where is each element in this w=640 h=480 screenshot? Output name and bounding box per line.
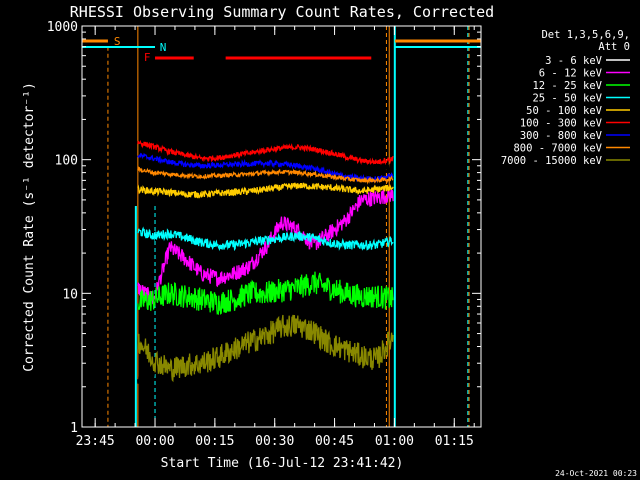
chart-annotations: S NF [114,35,167,64]
legend-entry-label: 100 - 300 keV [520,118,603,130]
instrument-state-lines [82,26,481,427]
series-line-3 [137,226,394,252]
series-layer [137,139,394,385]
legend-entry-label: 25 - 50 keV [532,93,602,105]
x-tick-label: 00:00 [135,434,174,449]
x-tick-label: 01:00 [375,434,414,449]
series-line-5 [137,139,394,166]
x-axis-ticks: 23:45 00:00 00:15 00:30 00:45 01:00 01:15 [76,26,475,449]
y-axis-label: Corrected Count Rate (s⁻¹ detector⁻¹) [22,82,37,372]
series-line-1 [137,187,394,305]
x-tick-label: 00:30 [255,434,294,449]
x-tick-label: 00:15 [195,434,234,449]
series-line-7 [137,166,394,185]
plot-area [82,26,481,427]
legend-entry-label: 6 - 12 keV [539,68,603,80]
series-line-6 [137,152,394,183]
legend-header: Det 1,3,5,6,9, [541,29,630,41]
y-tick-label: 10 [62,287,78,302]
footer-date: 24-Oct-2021 00:23 [555,469,637,478]
annotation-n: N [160,41,167,54]
legend-entry-label: 50 - 100 keV [526,105,603,117]
y-tick-label: 1 [70,421,78,436]
series-line-4 [137,182,394,199]
chart-title: RHESSI Observing Summary Count Rates, Co… [70,3,494,21]
legend-entry-label: 800 - 7000 keV [513,143,602,155]
y-tick-label: 100 [55,154,78,169]
legend-entry-label: 12 - 25 keV [532,80,602,92]
x-tick-label: 01:15 [435,434,474,449]
legend-header: Att 0 [598,41,630,53]
y-tick-label: 1000 [47,20,78,35]
legend-entry-label: 3 - 6 keV [545,55,603,67]
series-line-2 [137,271,394,316]
plot-frame [81,25,482,428]
legend-entry-label: 7000 - 15000 keV [501,155,603,167]
legend-entry-label: 300 - 800 keV [520,130,603,142]
annotation-s: S [114,35,121,48]
x-tick-label: 00:45 [315,434,354,449]
series-line-8 [137,314,394,383]
y-axis-ticks: 1 10 100 1000 [47,20,481,436]
x-axis-label: Start Time (16-Jul-12 23:41:42) [161,456,404,471]
x-tick-label: 23:45 [76,434,115,449]
annotation-f: F [144,51,151,64]
